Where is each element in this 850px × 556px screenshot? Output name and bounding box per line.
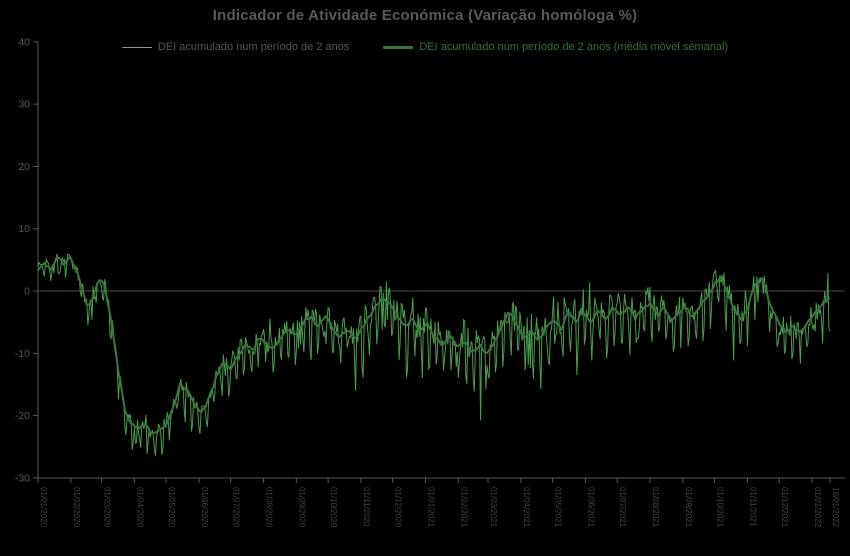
chart-window: Indicador de Atividade Económica (Variaç… bbox=[0, 0, 850, 556]
x-axis-tick-label: 01/02/2020 bbox=[72, 487, 81, 528]
x-axis-tick-label: 01/08/2020 bbox=[265, 487, 274, 528]
daily-series-line bbox=[38, 254, 830, 456]
x-axis-tick-label: 01/03/2021 bbox=[489, 487, 498, 528]
y-axis-tick-label: 30 bbox=[18, 99, 30, 111]
x-axis-tick-label: 01/03/2020 bbox=[103, 487, 112, 528]
x-axis-tick-label: 01/09/2021 bbox=[684, 487, 693, 528]
x-axis-tick-label: 01/11/2020 bbox=[362, 487, 371, 527]
y-axis-tick-label: -10 bbox=[15, 348, 30, 360]
x-axis-tick-label: 01/10/2021 bbox=[716, 487, 725, 528]
x-axis-tick-label: 01/04/2021 bbox=[522, 487, 531, 528]
x-axis-tick-label: 01/09/2020 bbox=[297, 487, 306, 528]
x-axis-tick-label: 01/05/2021 bbox=[554, 487, 563, 528]
x-axis-tick-label: 01/12/2021 bbox=[780, 487, 789, 528]
x-axis-tick-label: 01/05/2020 bbox=[167, 487, 176, 528]
x-axis-tick-label: 01/01/2022 bbox=[813, 487, 822, 528]
y-axis-tick-label: 0 bbox=[24, 286, 30, 298]
x-axis-tick-label: 01/01/2020 bbox=[39, 487, 48, 528]
x-axis-tick-label: 18/01/2022 bbox=[831, 487, 840, 528]
x-axis-tick-label: 01/06/2021 bbox=[586, 487, 595, 528]
plot-area: 40 30 20 10 0 -10 -20 -30 01/01/2020 01/02/2020 01… bbox=[0, 0, 850, 556]
moving-average-series-line bbox=[38, 257, 830, 433]
x-axis-tick-label: 01/08/2021 bbox=[651, 487, 660, 528]
y-axis-tick-label: 40 bbox=[18, 36, 30, 48]
x-axis-tick-label: 01/01/2021 bbox=[427, 487, 436, 528]
x-axis-tick-label: 01/11/2021 bbox=[748, 487, 757, 527]
y-axis-tick-label: 10 bbox=[18, 223, 30, 235]
x-axis-tick-label: 01/07/2021 bbox=[618, 487, 627, 528]
x-axis-tick-label: 01/04/2020 bbox=[135, 487, 144, 528]
x-axis-tick-label: 01/10/2020 bbox=[329, 487, 338, 528]
y-axis-tick-label: 20 bbox=[18, 161, 30, 173]
x-axis-tick-label: 01/02/2021 bbox=[459, 487, 468, 528]
y-axis-tick-label: -30 bbox=[15, 472, 30, 484]
y-axis-tick-label: -20 bbox=[15, 410, 30, 422]
x-axis-tick-label: 01/07/2020 bbox=[232, 487, 241, 528]
x-axis-tick-label: 01/12/2020 bbox=[394, 487, 403, 528]
x-axis-tick-label: 01/06/2020 bbox=[200, 487, 209, 528]
